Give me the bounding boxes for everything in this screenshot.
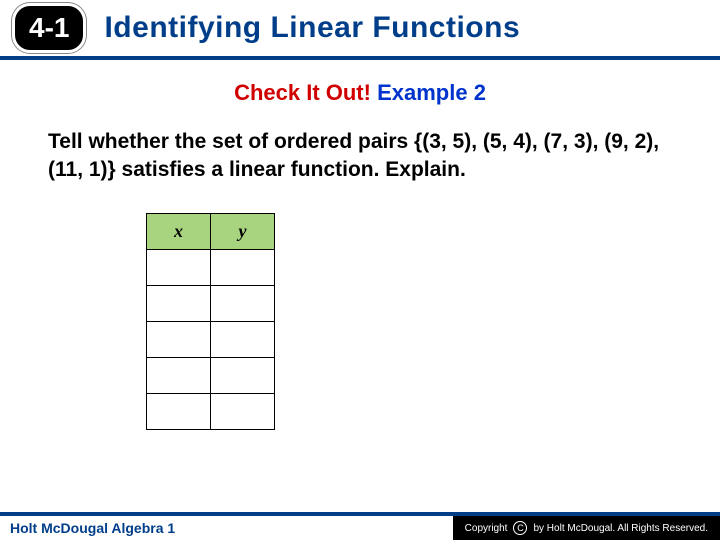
cell-y <box>211 393 275 429</box>
cell-x <box>147 357 211 393</box>
column-header-x: x <box>147 213 211 249</box>
copyright-text: by Holt McDougal. All Rights Reserved. <box>533 523 708 534</box>
table-row <box>147 285 275 321</box>
cell-y <box>211 357 275 393</box>
slide-content: Check It Out! Example 2 Tell whether the… <box>0 56 720 430</box>
question-text: Tell whether the set of ordered pairs {(… <box>36 128 684 185</box>
textbook-name: Holt McDougal Algebra 1 <box>0 520 175 536</box>
cell-x <box>147 249 211 285</box>
example-subtitle: Check It Out! Example 2 <box>36 80 684 106</box>
xy-table: x y <box>146 213 275 430</box>
cell-y <box>211 249 275 285</box>
cell-x <box>147 285 211 321</box>
copyright-icon: C <box>513 521 527 535</box>
cell-y <box>211 285 275 321</box>
header-divider <box>0 56 720 60</box>
cell-y <box>211 321 275 357</box>
column-header-y: y <box>211 213 275 249</box>
slide-header: 4-1 Identifying Linear Functions <box>0 0 720 56</box>
table-row <box>147 393 275 429</box>
slide-footer: Holt McDougal Algebra 1 Copyright C by H… <box>0 512 720 540</box>
copyright-notice: Copyright C by Holt McDougal. All Rights… <box>453 516 720 540</box>
table-row <box>147 357 275 393</box>
copyright-prefix: Copyright <box>465 523 508 534</box>
section-number-badge: 4-1 <box>12 3 86 53</box>
lesson-title: Identifying Linear Functions <box>104 11 520 45</box>
table-row <box>147 249 275 285</box>
example-number: Example 2 <box>377 80 486 105</box>
check-it-out-label: Check It Out! <box>234 80 371 105</box>
table-row <box>147 321 275 357</box>
cell-x <box>147 393 211 429</box>
cell-x <box>147 321 211 357</box>
table-header-row: x y <box>147 213 275 249</box>
